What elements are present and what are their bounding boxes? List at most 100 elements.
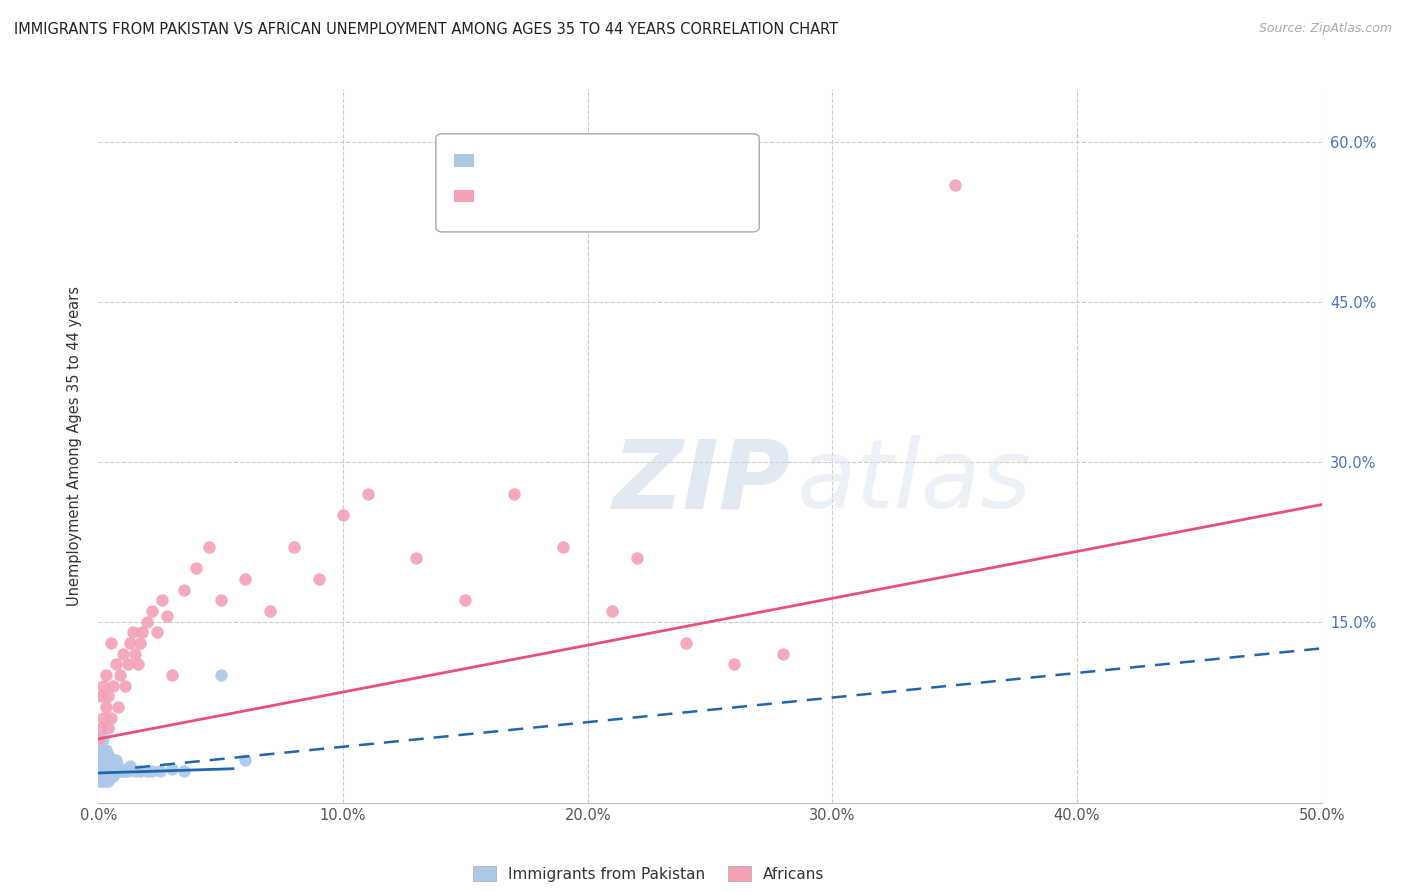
Text: 50: 50: [607, 187, 630, 205]
Point: [91, 753, 114, 767]
Point: [454, 593, 477, 607]
Point: [101, 679, 124, 693]
Point: [186, 561, 208, 575]
Point: [104, 657, 127, 672]
Text: Source: ZipAtlas.com: Source: ZipAtlas.com: [1258, 22, 1392, 36]
Point: [97, 690, 120, 704]
Point: [91, 710, 114, 724]
Point: [91, 758, 114, 772]
Point: [104, 764, 127, 778]
Point: [91, 747, 114, 762]
Point: [146, 625, 169, 640]
Text: ZIP: ZIP: [612, 435, 790, 528]
Point: [114, 679, 136, 693]
Point: [94, 742, 117, 756]
Text: R =: R =: [485, 187, 522, 205]
Point: [100, 636, 122, 650]
Point: [97, 764, 120, 778]
Point: [90, 758, 112, 772]
Point: [308, 572, 330, 586]
Point: [136, 764, 159, 778]
Point: [97, 769, 120, 783]
Point: [100, 753, 122, 767]
Point: [110, 764, 132, 778]
Point: [87, 774, 110, 789]
Point: [90, 774, 112, 789]
Point: [90, 731, 112, 746]
Point: [87, 753, 110, 767]
Point: [90, 742, 112, 756]
Point: [120, 758, 142, 772]
Point: [91, 769, 114, 783]
Text: 59: 59: [607, 152, 630, 169]
Point: [110, 668, 132, 682]
Point: [150, 593, 173, 607]
Text: atlas: atlas: [796, 435, 1031, 528]
Point: [94, 668, 117, 682]
Point: [173, 582, 195, 597]
Point: [101, 758, 124, 772]
Point: [120, 636, 142, 650]
Point: [943, 178, 966, 192]
Point: [107, 700, 129, 714]
Point: [107, 764, 129, 778]
Point: [332, 508, 354, 523]
Point: [104, 753, 127, 767]
Point: [97, 747, 120, 762]
Text: IMMIGRANTS FROM PAKISTAN VS AFRICAN UNEMPLOYMENT AMONG AGES 35 TO 44 YEARS CORRE: IMMIGRANTS FROM PAKISTAN VS AFRICAN UNEM…: [14, 22, 838, 37]
Point: [91, 774, 114, 789]
Point: [100, 710, 122, 724]
Point: [136, 615, 159, 629]
Point: [94, 774, 117, 789]
Point: [503, 487, 526, 501]
Point: [600, 604, 623, 618]
Point: [91, 679, 114, 693]
Point: [90, 690, 112, 704]
Point: [94, 753, 117, 767]
Point: [104, 758, 127, 772]
Point: [94, 769, 117, 783]
Point: [90, 721, 112, 735]
Point: [283, 540, 305, 554]
Point: [91, 764, 114, 778]
Point: [94, 700, 117, 714]
Point: [100, 764, 122, 778]
Point: [233, 753, 256, 767]
Point: [675, 636, 697, 650]
Point: [129, 764, 152, 778]
Point: [197, 540, 219, 554]
Point: [90, 747, 112, 762]
Point: [723, 657, 745, 672]
Legend: Immigrants from Pakistan, Africans: Immigrants from Pakistan, Africans: [467, 860, 831, 888]
Point: [94, 764, 117, 778]
Point: [101, 753, 124, 767]
Point: [356, 487, 378, 501]
Point: [87, 764, 110, 778]
Point: [97, 753, 120, 767]
Point: [160, 762, 183, 776]
Text: R =: R =: [485, 152, 522, 169]
Point: [127, 657, 149, 672]
Point: [97, 721, 120, 735]
Point: [141, 764, 163, 778]
Point: [149, 764, 172, 778]
Point: [160, 668, 183, 682]
Point: [100, 769, 122, 783]
Point: [553, 540, 575, 554]
Point: [626, 550, 648, 565]
Point: [111, 764, 134, 778]
Point: [124, 647, 146, 661]
Point: [94, 758, 117, 772]
Point: [97, 758, 120, 772]
Point: [90, 753, 112, 767]
Text: N =: N =: [579, 152, 616, 169]
Point: [405, 550, 427, 565]
Point: [129, 636, 152, 650]
Point: [121, 625, 143, 640]
Point: [156, 609, 179, 624]
Point: [209, 668, 232, 682]
Point: [90, 769, 112, 783]
Y-axis label: Unemployment Among Ages 35 to 44 years: Unemployment Among Ages 35 to 44 years: [67, 286, 83, 606]
Point: [117, 657, 139, 672]
Point: [111, 647, 134, 661]
